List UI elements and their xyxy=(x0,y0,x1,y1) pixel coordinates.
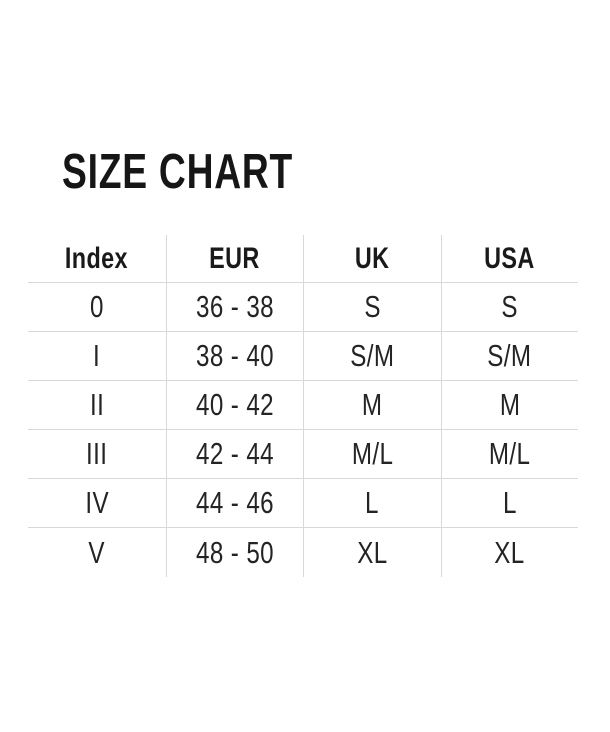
cell-value: M/L xyxy=(351,436,393,471)
cell-eur: 38 - 40 xyxy=(165,332,304,380)
header-label-eur: EUR xyxy=(209,241,261,275)
table-row: 0 36 - 38 S S xyxy=(28,283,578,332)
page-title: SIZE CHART xyxy=(62,145,294,199)
cell-value: L xyxy=(365,485,380,520)
cell-eur: 44 - 46 xyxy=(165,479,304,527)
cell-eur: 42 - 44 xyxy=(165,430,304,478)
header-cell-uk: UK xyxy=(303,235,441,282)
cell-usa: S/M xyxy=(440,332,579,380)
cell-uk: M/L xyxy=(303,430,441,478)
cell-value: 40 - 42 xyxy=(195,387,274,422)
cell-value: IV xyxy=(84,485,109,520)
cell-value: M/L xyxy=(489,436,531,471)
table-header-row: Index EUR UK USA xyxy=(28,235,578,283)
cell-value: XL xyxy=(357,534,388,570)
cell-eur: 40 - 42 xyxy=(165,381,304,429)
cell-value: III xyxy=(86,436,108,471)
cell-value: 42 - 44 xyxy=(195,436,274,471)
table-row: III 42 - 44 M/L M/L xyxy=(28,430,578,479)
cell-eur: 36 - 38 xyxy=(165,283,304,331)
header-cell-index: Index xyxy=(28,235,166,282)
cell-index: IV xyxy=(28,479,166,527)
cell-value: M xyxy=(361,387,383,422)
cell-uk: S xyxy=(303,283,441,331)
cell-eur: 48 - 50 xyxy=(165,528,304,577)
cell-uk: S/M xyxy=(303,332,441,380)
cell-usa: S xyxy=(440,283,579,331)
cell-usa: L xyxy=(440,479,579,527)
cell-value: 38 - 40 xyxy=(195,338,274,373)
cell-value: XL xyxy=(494,534,525,570)
cell-value: M xyxy=(499,387,521,422)
cell-value: S/M xyxy=(487,338,532,373)
cell-uk: XL xyxy=(303,528,441,577)
cell-index: 0 xyxy=(28,283,166,331)
header-cell-eur: EUR xyxy=(165,235,304,282)
header-label-index: Index xyxy=(65,241,129,275)
header-label-uk: UK xyxy=(354,241,390,275)
cell-value: 48 - 50 xyxy=(195,534,274,570)
cell-usa: M/L xyxy=(440,430,579,478)
cell-value: II xyxy=(89,387,104,422)
cell-uk: L xyxy=(303,479,441,527)
table-row: IV 44 - 46 L L xyxy=(28,479,578,528)
size-table: Index EUR UK USA 0 36 - 38 S S I 38 - 40… xyxy=(28,235,578,577)
cell-value: V xyxy=(88,534,106,570)
table-row: V 48 - 50 XL XL xyxy=(28,528,578,577)
cell-value: S xyxy=(501,289,519,324)
table-row: II 40 - 42 M M xyxy=(28,381,578,430)
cell-value: S xyxy=(363,289,381,324)
cell-index: II xyxy=(28,381,166,429)
cell-usa: M xyxy=(440,381,579,429)
cell-index: V xyxy=(28,528,166,577)
cell-value: I xyxy=(93,338,101,373)
cell-value: 44 - 46 xyxy=(195,485,274,520)
cell-usa: XL xyxy=(440,528,579,577)
cell-value: S/M xyxy=(350,338,395,373)
header-cell-usa: USA xyxy=(440,235,579,282)
cell-index: I xyxy=(28,332,166,380)
cell-uk: M xyxy=(303,381,441,429)
cell-value: L xyxy=(502,485,517,520)
cell-index: III xyxy=(28,430,166,478)
cell-value: 36 - 38 xyxy=(195,289,274,324)
table-row: I 38 - 40 S/M S/M xyxy=(28,332,578,381)
header-label-usa: USA xyxy=(484,241,536,275)
cell-value: 0 xyxy=(89,289,104,324)
